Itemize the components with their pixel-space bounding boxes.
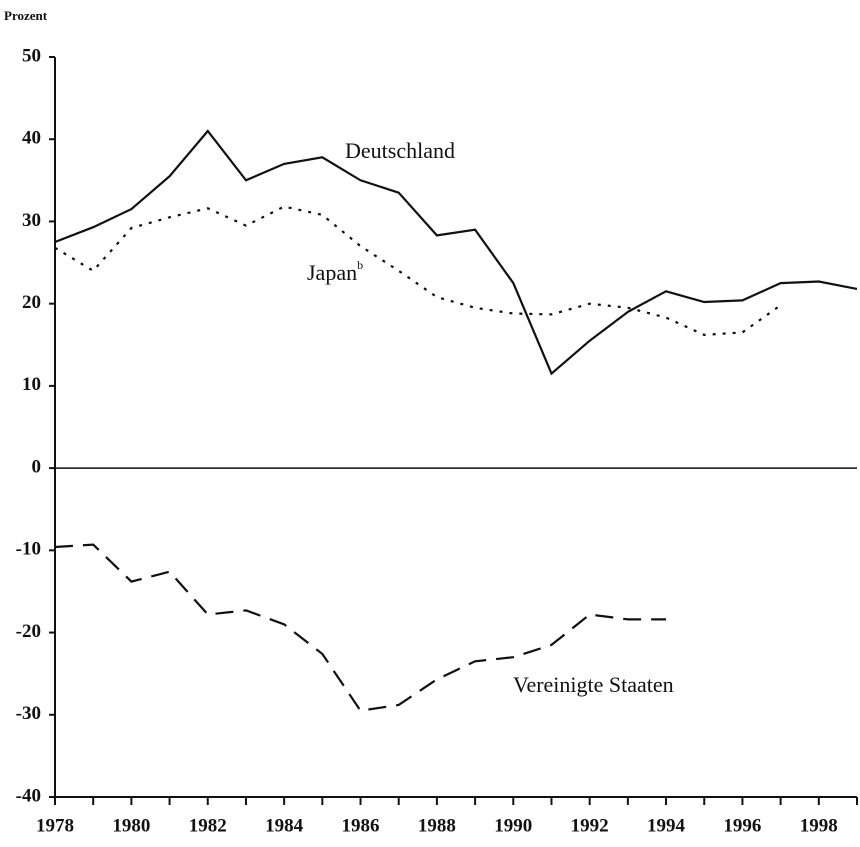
y-tick-label: 40 — [22, 128, 41, 149]
line-series — [54, 129, 858, 376]
y-tick-label: 50 — [22, 45, 41, 66]
x-tick-label: 1990 — [494, 815, 532, 836]
y-tick-label: 20 — [22, 292, 41, 313]
x-tick-label: 1980 — [112, 815, 150, 836]
x-tick-label: 1992 — [571, 815, 609, 836]
line-series — [54, 543, 666, 712]
series-name: Vereinigte Staaten — [513, 672, 674, 697]
series-name: Japan — [307, 260, 357, 285]
series-label: Vereinigte Staaten — [513, 672, 674, 697]
x-tick-label: 1996 — [723, 815, 761, 836]
y-axis-label: Prozent — [4, 8, 48, 23]
y-tick-label: -30 — [16, 703, 41, 724]
y-tick-label: -20 — [16, 621, 41, 642]
line-series — [54, 205, 782, 337]
series-label: Deutschland — [345, 138, 455, 163]
y-tick-label: 30 — [22, 210, 41, 231]
y-tick-label: 10 — [22, 374, 41, 395]
x-tick-label: 1984 — [265, 815, 304, 836]
y-tick-label: 0 — [32, 456, 42, 477]
x-tick-label: 1988 — [418, 815, 456, 836]
series-label: Japanb — [307, 258, 363, 285]
series-name: Deutschland — [345, 138, 455, 163]
x-tick-label: 1986 — [342, 815, 380, 836]
y-tick-label: -40 — [16, 785, 41, 806]
x-tick-label: 1994 — [647, 815, 686, 836]
x-tick-label: 1998 — [800, 815, 838, 836]
x-tick-label: 1982 — [189, 815, 227, 836]
x-tick-label: 1978 — [36, 815, 74, 836]
series-note: b — [357, 258, 363, 272]
y-tick-label: -10 — [16, 539, 41, 560]
